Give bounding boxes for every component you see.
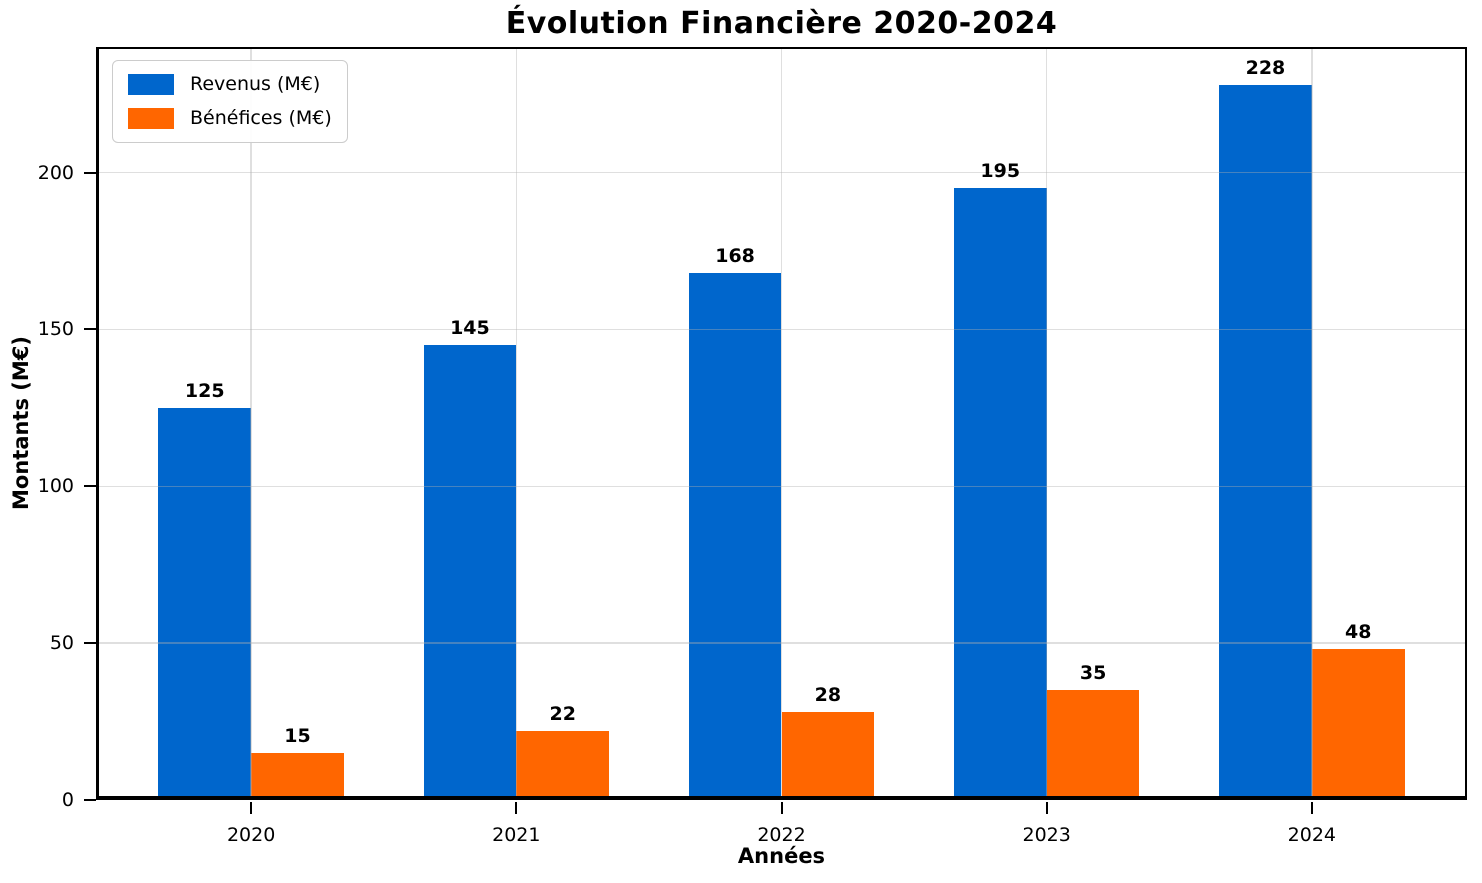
legend-label-benefices: Bénéfices (M€) bbox=[190, 107, 332, 129]
x-tick-label-2023: 2023 bbox=[1022, 824, 1071, 846]
bar-revenus-2020 bbox=[158, 407, 252, 800]
x-axis-line bbox=[96, 796, 1467, 800]
y-tick-100 bbox=[84, 485, 96, 488]
bar-benefices-2020 bbox=[251, 752, 344, 800]
gridline-horizontal-100 bbox=[96, 485, 1467, 487]
plot-spine-right bbox=[1465, 47, 1467, 800]
legend-item-benefices: Bénéfices (M€) bbox=[128, 106, 332, 131]
x-tick-label-2021: 2021 bbox=[492, 824, 541, 846]
bar-revenus-2022 bbox=[688, 272, 782, 800]
bar-value-label: 28 bbox=[814, 684, 842, 707]
y-tick-label-50: 50 bbox=[49, 632, 74, 655]
gridline-vertical-2020 bbox=[250, 47, 252, 800]
bar-benefices-2021 bbox=[516, 730, 610, 800]
bar-benefices-2022 bbox=[781, 712, 875, 800]
legend-item-revenus: Revenus (M€) bbox=[128, 72, 332, 97]
bar-revenus-2021 bbox=[423, 345, 517, 800]
x-axis-label: Années bbox=[737, 844, 826, 868]
y-tick-150 bbox=[84, 328, 96, 331]
gridline-horizontal-50 bbox=[96, 642, 1467, 644]
bar-revenus-2024 bbox=[1219, 84, 1312, 800]
y-tick-label-150: 150 bbox=[37, 318, 74, 341]
y-tick-label-200: 200 bbox=[37, 161, 74, 184]
y-tick-label-100: 100 bbox=[37, 475, 74, 498]
x-tick-label-2024: 2024 bbox=[1287, 824, 1337, 846]
bar-value-label: 35 bbox=[1079, 662, 1107, 685]
gridline-vertical-2022 bbox=[780, 47, 783, 800]
bar-benefices-2023 bbox=[1046, 690, 1140, 800]
bar-value-label: 168 bbox=[715, 244, 755, 267]
legend-swatch-benefices bbox=[128, 108, 174, 129]
y-tick-label-0: 0 bbox=[61, 789, 74, 811]
bar-value-label: 22 bbox=[549, 702, 576, 725]
x-tick-2022 bbox=[780, 802, 783, 814]
gridline-vertical-2024 bbox=[1311, 47, 1313, 800]
bar-value-label: 195 bbox=[980, 160, 1021, 183]
bar-value-label: 145 bbox=[450, 317, 490, 340]
x-tick-2024 bbox=[1310, 802, 1313, 814]
x-tick-2020 bbox=[250, 802, 253, 814]
plot-spine-top bbox=[96, 47, 1467, 49]
x-tick-2023 bbox=[1045, 802, 1048, 814]
x-tick-label-2020: 2020 bbox=[226, 824, 276, 846]
bar-value-label: 228 bbox=[1245, 56, 1286, 79]
legend-label-revenus: Revenus (M€) bbox=[190, 73, 321, 95]
bar-value-label: 48 bbox=[1345, 621, 1372, 644]
y-tick-0 bbox=[84, 799, 96, 801]
bar-value-label: 15 bbox=[284, 724, 311, 747]
gridline-vertical-2023 bbox=[1045, 47, 1048, 800]
gridline-horizontal-150 bbox=[96, 328, 1467, 331]
y-tick-200 bbox=[84, 171, 96, 174]
bar-benefices-2024 bbox=[1311, 649, 1405, 800]
bar-revenus-2023 bbox=[953, 188, 1047, 800]
x-tick-label-2022: 2022 bbox=[757, 824, 806, 846]
gridline-horizontal-200 bbox=[96, 171, 1467, 174]
y-tick-50 bbox=[84, 642, 96, 645]
plot-area: Revenus (M€) Bénéfices (M€) 125 145 168 195 2… bbox=[38, 47, 1467, 846]
chart-title: Évolution Financière 2020-2024 bbox=[505, 6, 1058, 41]
bar-value-label: 125 bbox=[184, 379, 225, 402]
legend-swatch-revenus bbox=[128, 74, 174, 95]
plot-spine-left bbox=[96, 47, 99, 800]
gridline-vertical-2021 bbox=[515, 47, 518, 800]
y-axis-label: Montants (M€) bbox=[9, 336, 33, 510]
legend: Revenus (M€) Bénéfices (M€) bbox=[112, 60, 348, 143]
x-tick-2021 bbox=[515, 802, 518, 814]
